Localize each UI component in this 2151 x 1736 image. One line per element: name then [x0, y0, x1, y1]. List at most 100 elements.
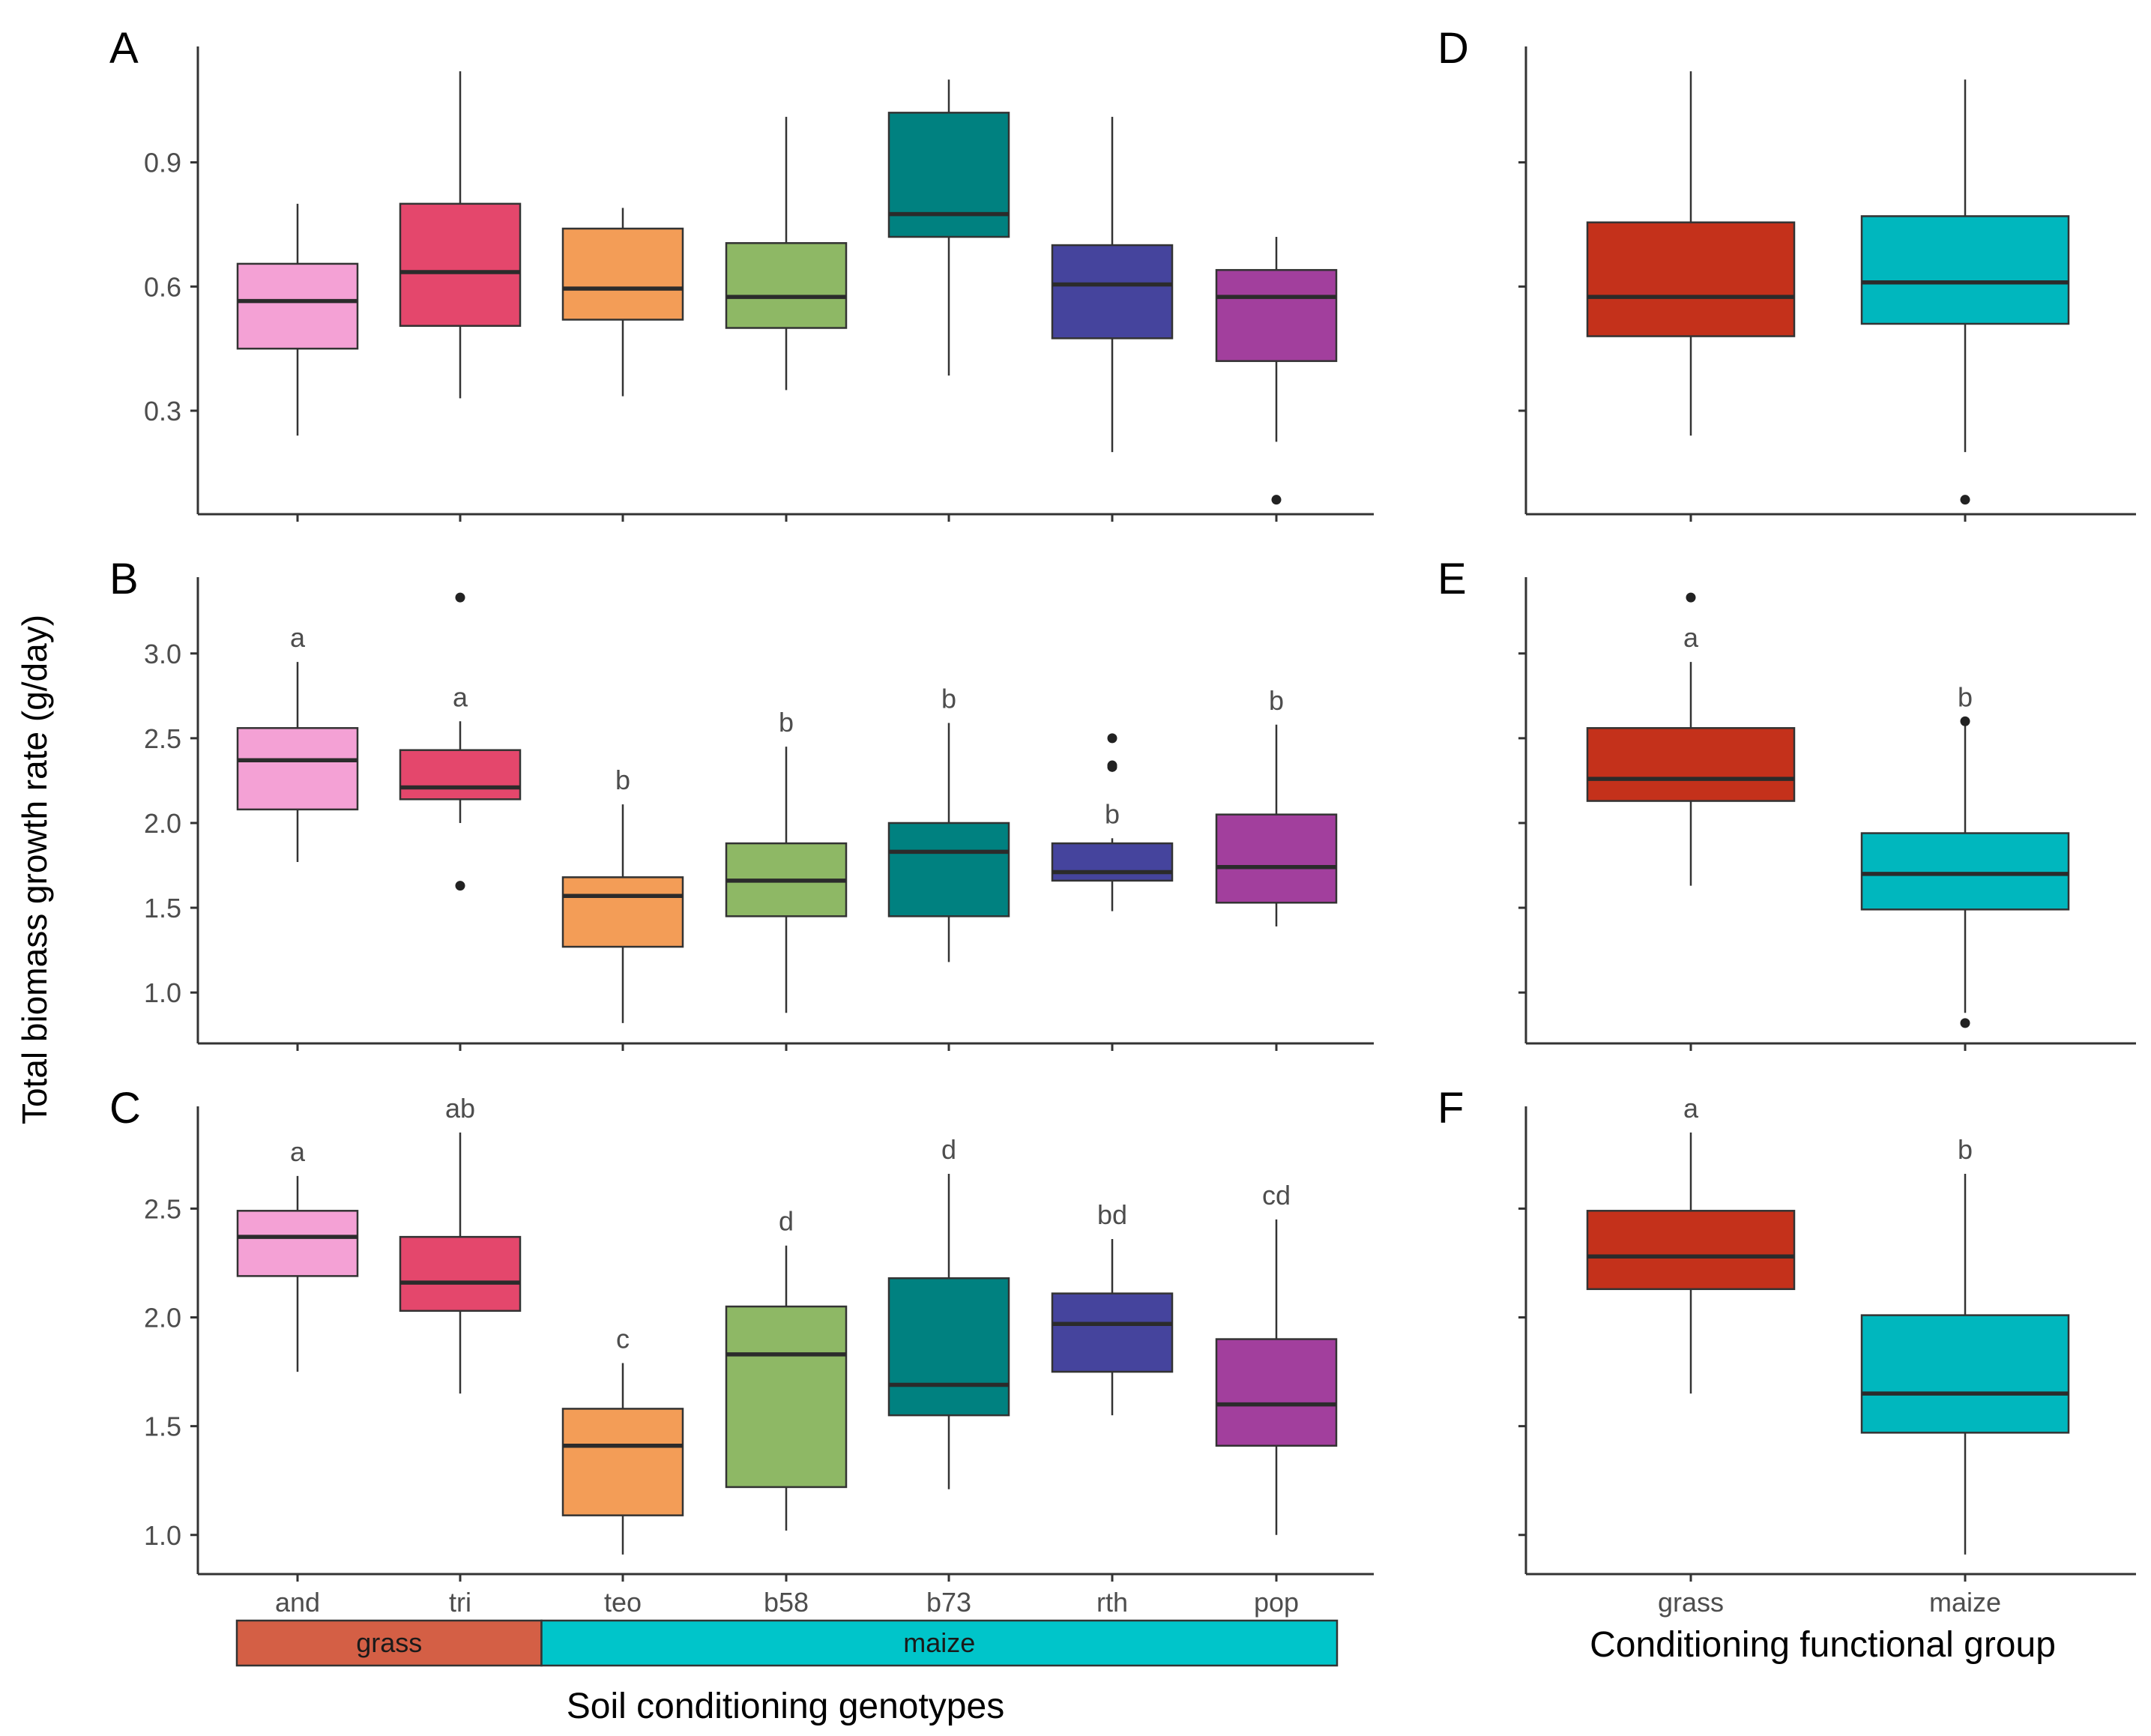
outlier-point: [1107, 762, 1117, 772]
y-tick-label: 1.5: [144, 893, 181, 923]
iqr-box: [561, 876, 684, 948]
iqr-box: [1860, 1314, 2070, 1434]
box-rth: b: [1051, 733, 1174, 1051]
significance-letter: a: [453, 681, 468, 712]
box-b73: [887, 79, 1010, 522]
significance-letter: ab: [445, 1093, 475, 1124]
panel-c: C 1.0 1.5 2.0 2.5 a and ab tri c teo d b58 d b73 bd rth c…: [109, 1084, 1374, 1618]
iqr-box: [1860, 832, 2070, 911]
y-tick-label: 3.0: [144, 639, 181, 669]
iqr-box: [1215, 268, 1338, 362]
iqr-box: [1860, 215, 2070, 325]
panel-letter-f: F: [1437, 1084, 1464, 1133]
group-bar-label-grass: grass: [356, 1627, 422, 1658]
box-maize: b maize: [1860, 1134, 2070, 1618]
group-bar-grass: [235, 1619, 543, 1667]
panel-letter-a: A: [109, 24, 139, 73]
iqr-box: [399, 749, 522, 801]
outlier-point: [1960, 495, 1970, 505]
box-and: a and: [236, 1136, 359, 1618]
box-and: [236, 203, 359, 522]
x-tick-label-b73: b73: [926, 1587, 971, 1618]
box-teo: c teo: [561, 1323, 684, 1618]
outlier-point: [1271, 495, 1282, 505]
x-tick-label-pop: pop: [1254, 1587, 1299, 1618]
iqr-box: [561, 227, 684, 321]
x-tick-label-tri: tri: [449, 1587, 471, 1618]
iqr-box: [236, 262, 359, 350]
y-tick-label: 2.5: [144, 723, 181, 754]
panels: A0.30.60.9B1.01.52.02.53.0aabbbbbC1.01.5…: [109, 24, 2136, 1618]
box-tri: [399, 71, 522, 522]
iqr-box: [1051, 1292, 1174, 1373]
box-grass: a grass: [1586, 1093, 1796, 1618]
box-maize: [1860, 79, 2070, 522]
y-tick-label: 1.0: [144, 977, 181, 1008]
y-tick-label: 0.6: [144, 271, 181, 302]
significance-letter: b: [779, 707, 794, 738]
panel-e: Ea b: [1437, 555, 2136, 1051]
box-rth: [1051, 116, 1174, 522]
x-tick-label-maize: maize: [1929, 1587, 2001, 1618]
iqr-box: [887, 112, 1010, 238]
panel-a: A 0.3 0.6 0.9: [109, 24, 1374, 522]
box-grass: [1586, 71, 1796, 522]
outlier-point: [455, 881, 465, 891]
box-b58: [725, 116, 848, 522]
iqr-box: [1586, 221, 1796, 337]
panel-b: B 1.0 1.5 2.0 2.5 3.0 a a b b b b b: [109, 555, 1374, 1051]
outlier-point: [455, 592, 465, 603]
significance-letter: d: [941, 1134, 956, 1165]
box-teo: b: [561, 765, 684, 1051]
box-and: a: [236, 622, 359, 1051]
significance-letter: b: [1958, 681, 1973, 712]
x-tick-label-and: and: [275, 1587, 320, 1618]
box-pop: b: [1215, 685, 1338, 1051]
significance-letter: b: [615, 765, 630, 795]
iqr-box: [1586, 727, 1796, 802]
panel-d: D: [1437, 24, 2136, 522]
y-tick-label: 0.9: [144, 148, 181, 178]
outlier-point: [1107, 733, 1117, 744]
x-tick-label-grass: grass: [1658, 1587, 1724, 1618]
y-axis-title: Total biomass growth rate (g/day): [15, 615, 54, 1124]
significance-letter: b: [941, 684, 956, 714]
box-tri: ab tri: [399, 1093, 522, 1618]
box-rth: bd rth: [1051, 1199, 1174, 1618]
panel-letter-e: E: [1437, 555, 1467, 603]
iqr-box: [1586, 1210, 1796, 1291]
box-pop: [1215, 237, 1338, 522]
significance-letter: a: [1683, 622, 1699, 653]
box-grass: a: [1586, 592, 1796, 1051]
iqr-box: [399, 1235, 522, 1312]
iqr-box: [725, 1305, 848, 1489]
group-bar-maize: [540, 1619, 1339, 1667]
significance-letter: cd: [1262, 1180, 1291, 1211]
significance-letter: c: [616, 1323, 630, 1354]
iqr-box: [887, 1277, 1010, 1417]
box-tri: a: [399, 592, 522, 1051]
y-tick-label: 2.0: [144, 808, 181, 839]
significance-letter: bd: [1097, 1199, 1127, 1230]
outlier-point: [1686, 592, 1696, 603]
y-tick-label: 2.0: [144, 1303, 181, 1333]
y-tick-label: 2.5: [144, 1193, 181, 1224]
y-tick-label: 0.3: [144, 396, 181, 427]
significance-letter: b: [1105, 798, 1120, 829]
panel-letter-b: B: [109, 555, 139, 603]
significance-letter: b: [1269, 685, 1284, 716]
iqr-box: [561, 1408, 684, 1516]
iqr-box: [1051, 244, 1174, 340]
iqr-box: [1215, 1338, 1338, 1447]
box-b58: d b58: [725, 1206, 848, 1618]
box-pop: cd pop: [1215, 1180, 1338, 1618]
significance-letter: b: [1958, 1134, 1973, 1165]
iqr-box: [1051, 842, 1174, 882]
left-x-axis-title: Soil conditioning genotypes: [567, 1687, 1004, 1726]
outlier-point: [1960, 716, 1970, 726]
iqr-box: [887, 822, 1010, 917]
significance-letter: a: [1683, 1093, 1699, 1124]
significance-letter: a: [290, 1136, 306, 1167]
